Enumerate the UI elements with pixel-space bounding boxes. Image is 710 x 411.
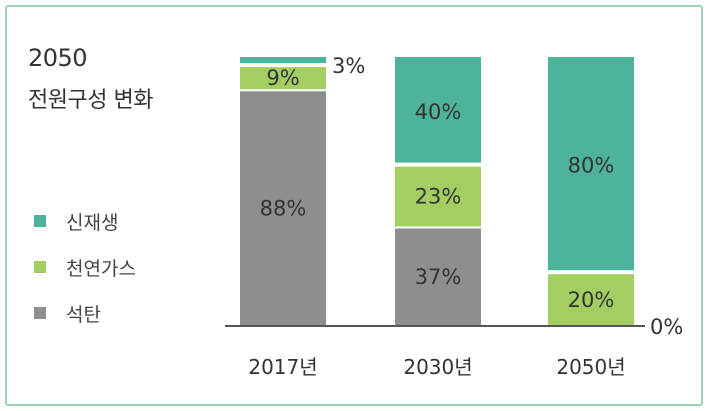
bar-gas-2: [548, 274, 634, 326]
data-label-gas-2: 20%: [568, 288, 615, 312]
bar-coal-0: [240, 91, 326, 326]
data-label-renewable-2: 80%: [568, 154, 615, 178]
legend-item-coal: 석탄: [34, 290, 136, 336]
legend-item-renewable: 신재생: [34, 198, 136, 244]
legend-label-renewable: 신재생: [66, 211, 119, 234]
legend-item-gas: 천연가스: [34, 244, 136, 290]
legend: 신재생 천연가스 석탄: [34, 198, 136, 336]
chart-title-line1: 2050: [28, 44, 88, 72]
legend-label-gas: 천연가스: [66, 257, 136, 280]
legend-swatch-renewable: [34, 215, 46, 227]
bar-gas-0: [240, 67, 326, 90]
bar-coal-1: [395, 228, 481, 326]
bar-renewable-0: [240, 57, 326, 64]
data-label-renewable-0: 3%: [332, 54, 365, 78]
data-label-coal-2: 0%: [650, 315, 683, 339]
data-label-renewable-1: 40%: [415, 100, 462, 124]
bar-renewable-2: [548, 57, 634, 271]
x-tick-label-0: 2017년: [248, 355, 317, 379]
data-label-coal-0: 88%: [260, 197, 307, 221]
bar-gas-1: [395, 166, 481, 227]
data-label-coal-1: 37%: [415, 265, 462, 289]
chart-title-line2: 전원구성 변화: [28, 88, 153, 113]
x-tick-label-2: 2050년: [556, 355, 625, 379]
x-tick-label-1: 2030년: [403, 355, 472, 379]
data-label-gas-0: 9%: [266, 66, 299, 90]
bar-renewable-1: [395, 57, 481, 163]
legend-label-coal: 석탄: [66, 303, 101, 326]
legend-swatch-gas: [34, 261, 46, 273]
data-label-gas-1: 23%: [415, 185, 462, 209]
legend-swatch-coal: [34, 307, 46, 319]
